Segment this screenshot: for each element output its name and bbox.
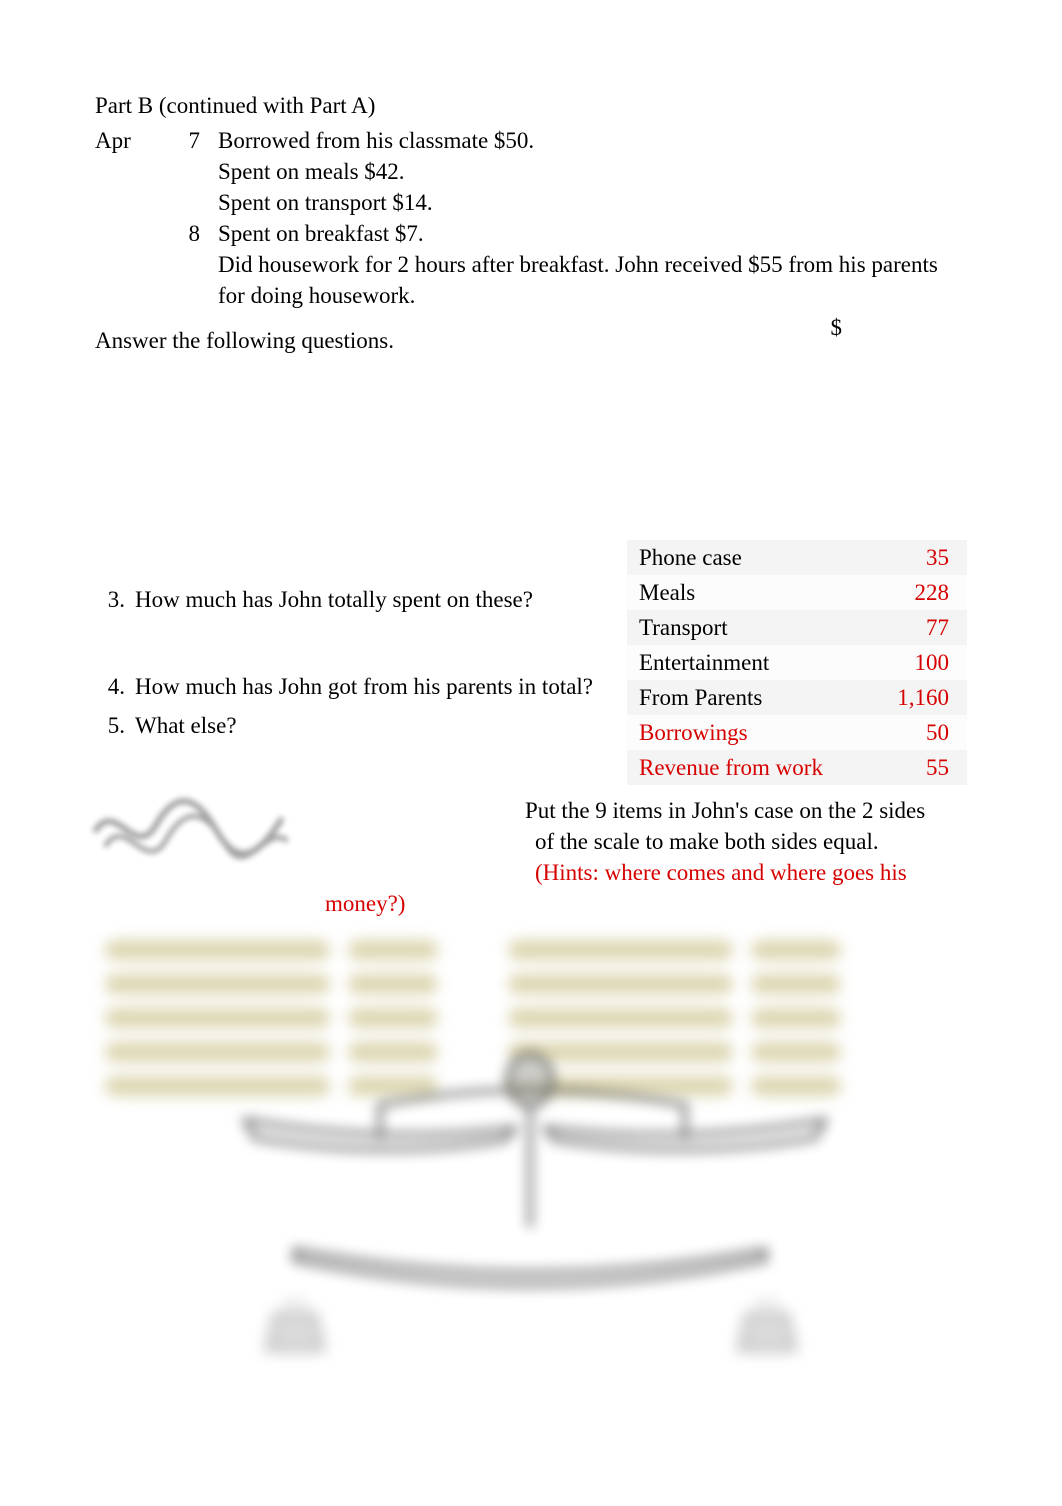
journal-line: Borrowed from his classmate $50. [218, 125, 967, 156]
table-row: From Parents1,160 [627, 680, 967, 715]
table-value: 100 [870, 645, 967, 680]
table-value: 77 [870, 610, 967, 645]
question-number: 3. [95, 584, 129, 615]
summary-table: Phone case35Meals228Transport77Entertain… [627, 540, 967, 785]
blur-pill [751, 940, 841, 960]
weights-row [265, 1300, 797, 1352]
table-label: From Parents [627, 680, 870, 715]
table-row: Revenue from work55 [627, 750, 967, 785]
weight-icon [265, 1300, 325, 1352]
blur-pill [508, 1008, 733, 1028]
blur-row [508, 974, 841, 994]
scale-hint-2: money?) [95, 888, 967, 919]
table-row: Meals228 [627, 575, 967, 610]
table-value: 35 [870, 540, 967, 575]
page: Part B (continued with Part A) Apr 7 Bor… [0, 0, 1062, 1506]
journal-line: Spent on meals $42. [218, 156, 967, 187]
blur-row [508, 1008, 841, 1028]
blur-row [105, 974, 438, 994]
blur-pill [508, 974, 733, 994]
blur-pill [751, 1008, 841, 1028]
balance-scale-icon [145, 1050, 915, 1310]
blur-pill [348, 1008, 438, 1028]
table-row: Borrowings50 [627, 715, 967, 750]
scale-line-2: of the scale to make both sides equal. [95, 826, 967, 857]
journal-day-0: 7 [169, 125, 204, 156]
table-row: Phone case35 [627, 540, 967, 575]
table-value: 50 [870, 715, 967, 750]
scale-instructions: Put the 9 items in John's case on the 2 … [95, 795, 967, 919]
summary-table-body: Phone case35Meals228Transport77Entertain… [627, 540, 967, 785]
dollar-header: $ [831, 312, 843, 343]
blur-pill [105, 1008, 330, 1028]
blur-row [508, 940, 841, 960]
blur-row [105, 1008, 438, 1028]
table-value: 55 [870, 750, 967, 785]
blur-row [105, 940, 438, 960]
table-label: Phone case [627, 540, 870, 575]
journal-grid: Apr 7 Borrowed from his classmate $50. S… [95, 125, 967, 311]
table-value: 1,160 [870, 680, 967, 715]
blur-pill [348, 974, 438, 994]
balance-scale-drawing [145, 1050, 917, 1318]
journal-month: Apr [95, 125, 155, 156]
table-label: Revenue from work [627, 750, 870, 785]
scale-line-1: Put the 9 items in John's case on the 2 … [95, 795, 967, 826]
blur-pill [348, 940, 438, 960]
table-label: Entertainment [627, 645, 870, 680]
table-label: Meals [627, 575, 870, 610]
table-value: 228 [870, 575, 967, 610]
blur-pill [105, 974, 330, 994]
mid-block: Phone case35Meals228Transport77Entertain… [95, 540, 967, 749]
table-label: Transport [627, 610, 870, 645]
journal-line: Spent on transport $14. [218, 187, 967, 218]
part-b-heading: Part B (continued with Part A) [95, 90, 967, 121]
journal-day-1: 8 [169, 218, 204, 249]
table-row: Entertainment100 [627, 645, 967, 680]
table-row: Transport77 [627, 610, 967, 645]
blur-pill [105, 940, 330, 960]
journal-line: Spent on breakfast $7. [218, 218, 967, 249]
question-number: 4. [95, 671, 129, 702]
blur-pill [751, 974, 841, 994]
blur-pill [508, 940, 733, 960]
question-number: 5. [95, 710, 129, 741]
scale-hint-1: (Hints: where comes and where goes his [95, 857, 967, 888]
journal-line: Did housework for 2 hours after breakfas… [218, 249, 967, 311]
weight-icon [737, 1300, 797, 1352]
table-label: Borrowings [627, 715, 870, 750]
summary-table-wrap: Phone case35Meals228Transport77Entertain… [627, 540, 967, 785]
